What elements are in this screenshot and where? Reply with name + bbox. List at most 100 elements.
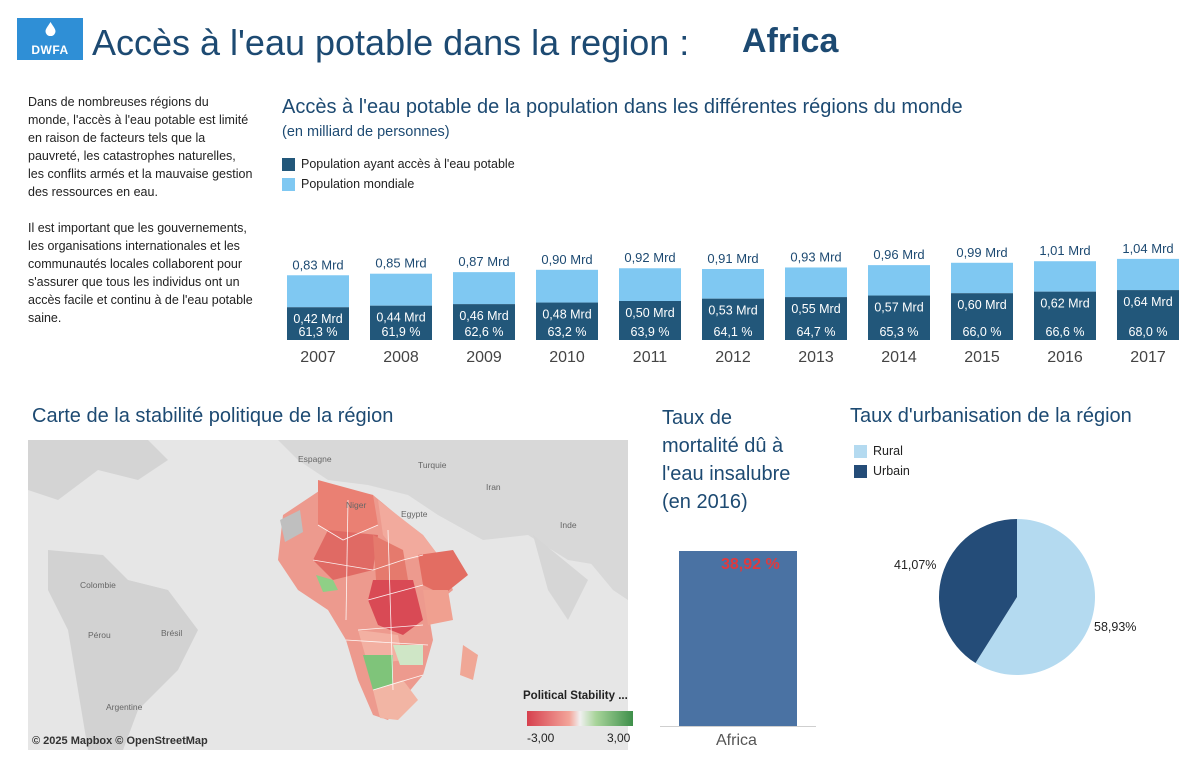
- pie-label-urbain: 41,07%: [894, 558, 937, 572]
- legend-swatch-rural: [854, 444, 867, 458]
- label-access-2017: 0,64 Mrd: [1123, 295, 1172, 309]
- stability-legend-max: 3,00: [607, 731, 631, 745]
- legend-item-world[interactable]: Population mondiale: [282, 177, 414, 191]
- tick-label-2014: 2014: [881, 349, 917, 366]
- bar-access-2014[interactable]: [868, 295, 930, 340]
- legend-label-rural: Rural: [873, 444, 903, 458]
- map-label-brazil: Brésil: [161, 628, 182, 638]
- label-world-2010: 0,90 Mrd: [541, 252, 592, 267]
- label-percent-2015: 66,0 %: [963, 325, 1002, 339]
- label-world-2017: 1,04 Mrd: [1122, 241, 1173, 256]
- bar-access-2012[interactable]: [702, 298, 764, 340]
- label-access-2015: 0,60 Mrd: [957, 298, 1006, 312]
- mortality-category: Africa: [716, 732, 757, 749]
- bar-access-2010[interactable]: [536, 302, 598, 340]
- map-canvas: Espagne Turquie Iran Niger Egypte Inde C…: [28, 440, 628, 750]
- bar-world-2016[interactable]: [1034, 261, 1096, 292]
- mortality-title: Taux de mortalité dû à l'eau insalubre (…: [662, 407, 791, 513]
- bar-access-2015[interactable]: [951, 293, 1013, 340]
- legend-label-world: Population mondiale: [301, 177, 415, 191]
- bar-world-2012[interactable]: [702, 269, 764, 299]
- logo-text: DWFA: [31, 43, 69, 57]
- bar-access-2009[interactable]: [453, 304, 515, 340]
- tick-label-2015: 2015: [964, 349, 1000, 366]
- bar-world-2015[interactable]: [951, 262, 1013, 294]
- legend-item-urbain[interactable]: Urbain: [854, 464, 910, 478]
- bar-world-2010[interactable]: [536, 269, 598, 303]
- bar-world-2007[interactable]: [287, 275, 349, 308]
- label-world-2016: 1,01 Mrd: [1039, 243, 1090, 258]
- legend-swatch-urbain: [854, 464, 867, 478]
- bar-access-2017[interactable]: [1117, 290, 1179, 340]
- map-label-turkey: Turquie: [418, 460, 447, 470]
- legend-item-access[interactable]: Population ayant accès à l'eau potable: [282, 157, 515, 171]
- tick-label-2010: 2010: [549, 349, 585, 366]
- mortality-bar[interactable]: [679, 551, 797, 726]
- map-credit[interactable]: © 2025 Mapbox © OpenStreetMap: [32, 735, 208, 747]
- label-access-2009: 0,46 Mrd: [459, 309, 508, 323]
- water-drop-icon: [45, 22, 56, 36]
- label-access-2016: 0,62 Mrd: [1040, 297, 1089, 311]
- legend-label-access: Population ayant accès à l'eau potable: [301, 157, 515, 171]
- tick-label-2017: 2017: [1130, 349, 1166, 366]
- map-label-colombia: Colombie: [80, 580, 116, 590]
- label-access-2007: 0,42 Mrd: [293, 312, 342, 326]
- label-access-2011: 0,50 Mrd: [625, 306, 674, 320]
- bar-world-2011[interactable]: [619, 268, 681, 301]
- label-world-2014: 0,96 Mrd: [873, 247, 924, 262]
- mortality-axis: [660, 726, 816, 727]
- urbanisation-title: Taux d'urbanisation de la région: [850, 405, 1132, 427]
- label-percent-2009: 62,6 %: [465, 325, 504, 339]
- urbanisation-pie-chart[interactable]: [930, 510, 1105, 685]
- map-label-india: Inde: [560, 520, 577, 530]
- label-access-2014: 0,57 Mrd: [874, 301, 923, 315]
- map-title: Carte de la stabilité politique de la ré…: [32, 405, 394, 427]
- bar-world-2017[interactable]: [1117, 258, 1179, 291]
- label-percent-2010: 63,2 %: [548, 325, 587, 339]
- label-access-2010: 0,48 Mrd: [542, 308, 591, 322]
- stability-legend-title: Political Stability ...: [523, 690, 628, 702]
- bar-access-2008[interactable]: [370, 305, 432, 340]
- label-percent-2017: 68,0 %: [1129, 325, 1168, 339]
- access-chart-subtitle: (en milliard de personnes): [282, 124, 450, 140]
- label-percent-2007: 61,3 %: [299, 325, 338, 339]
- pie-slice-urbain[interactable]: [939, 519, 1017, 664]
- label-percent-2013: 64,7 %: [797, 325, 836, 339]
- intro-paragraph-1: Dans de nombreuses régions du monde, l'a…: [28, 95, 253, 199]
- legend-item-rural[interactable]: Rural: [854, 444, 903, 458]
- bar-world-2009[interactable]: [453, 272, 515, 305]
- access-chart-title: Accès à l'eau potable de la population d…: [282, 96, 963, 118]
- legend-swatch-access: [282, 157, 295, 171]
- bar-world-2013[interactable]: [785, 267, 847, 298]
- label-access-2008: 0,44 Mrd: [376, 311, 425, 325]
- label-world-2007: 0,83 Mrd: [292, 257, 343, 272]
- bar-access-2013[interactable]: [785, 297, 847, 340]
- tick-label-2011: 2011: [633, 349, 668, 366]
- map-label-spain: Espagne: [298, 454, 332, 464]
- label-access-2013: 0,55 Mrd: [791, 302, 840, 316]
- stability-map[interactable]: Espagne Turquie Iran Niger Egypte Inde C…: [28, 440, 628, 750]
- tick-label-2009: 2009: [466, 349, 502, 366]
- bar-access-2016[interactable]: [1034, 291, 1096, 340]
- stability-legend-min: -3,00: [527, 731, 555, 745]
- legend-swatch-world: [282, 177, 295, 191]
- label-world-2008: 0,85 Mrd: [375, 256, 426, 271]
- bar-access-2007[interactable]: [287, 307, 349, 340]
- map-label-argentina: Argentine: [106, 702, 143, 712]
- map-label-egypt: Egypte: [401, 509, 428, 519]
- label-world-2009: 0,87 Mrd: [458, 254, 509, 269]
- label-world-2015: 0,99 Mrd: [956, 245, 1007, 260]
- tick-label-2007: 2007: [300, 349, 336, 366]
- label-access-2012: 0,53 Mrd: [708, 304, 757, 318]
- mortality-value: 38,92 %: [721, 556, 780, 573]
- bar-world-2014[interactable]: [868, 265, 930, 296]
- tick-label-2012: 2012: [715, 349, 751, 366]
- pie-slice-rural[interactable]: [975, 519, 1095, 675]
- region-name[interactable]: Africa: [742, 22, 839, 60]
- map-label-peru: Pérou: [88, 630, 111, 640]
- bar-access-2011[interactable]: [619, 301, 681, 340]
- label-percent-2011: 63,9 %: [631, 325, 670, 339]
- bar-world-2008[interactable]: [370, 273, 432, 306]
- legend-label-urbain: Urbain: [873, 464, 910, 478]
